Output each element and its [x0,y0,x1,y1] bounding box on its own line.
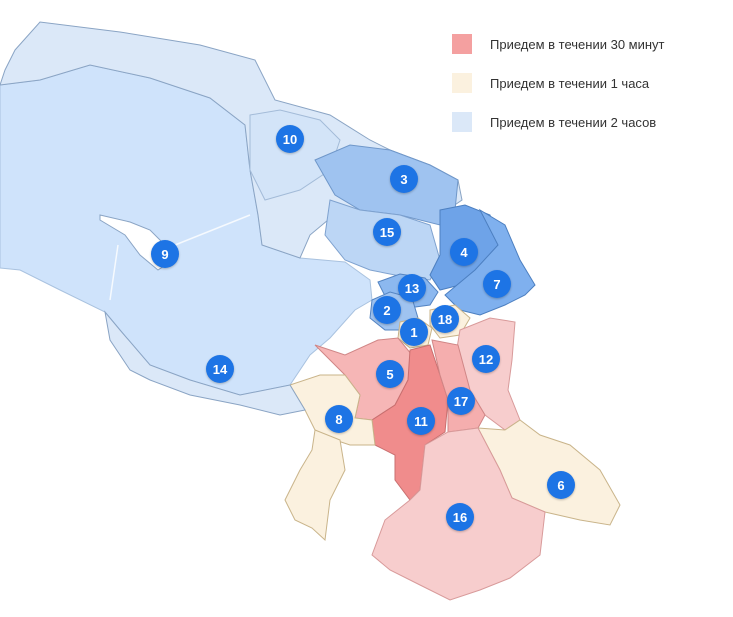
district-marker-13[interactable]: 13 [398,274,426,302]
legend-swatch-2h [452,112,472,132]
district-marker-17[interactable]: 17 [447,387,475,415]
district-marker-4[interactable]: 4 [450,238,478,266]
district-marker-8[interactable]: 8 [325,405,353,433]
legend-item-2h: Приедем в течении 2 часов [452,112,665,132]
legend-swatch-1h [452,73,472,93]
district-marker-9[interactable]: 9 [151,240,179,268]
legend-label-1h: Приедем в течении 1 часа [490,75,650,91]
legend-item-30min: Приедем в течении 30 минут [452,34,665,54]
legend-item-1h: Приедем в течении 1 часа [452,73,665,93]
district-marker-6[interactable]: 6 [547,471,575,499]
district-marker-18[interactable]: 18 [431,305,459,333]
legend-label-30min: Приедем в течении 30 минут [490,36,665,52]
district-marker-16[interactable]: 16 [446,503,474,531]
district-marker-2[interactable]: 2 [373,296,401,324]
district-marker-14[interactable]: 14 [206,355,234,383]
district-marker-1[interactable]: 1 [400,318,428,346]
district-marker-3[interactable]: 3 [390,165,418,193]
district-7-area [444,208,536,316]
district-marker-11[interactable]: 11 [407,407,435,435]
district-marker-5[interactable]: 5 [376,360,404,388]
district-marker-15[interactable]: 15 [373,218,401,246]
legend: Приедем в течении 30 минут Приедем в теч… [452,34,665,151]
district-marker-7[interactable]: 7 [483,270,511,298]
district-marker-10[interactable]: 10 [276,125,304,153]
district-8-south-area [284,429,346,542]
legend-label-2h: Приедем в течении 2 часов [490,114,657,130]
dam-line [109,214,251,301]
district-marker-12[interactable]: 12 [472,345,500,373]
legend-swatch-30min [452,34,472,54]
district-14-area [104,310,306,416]
